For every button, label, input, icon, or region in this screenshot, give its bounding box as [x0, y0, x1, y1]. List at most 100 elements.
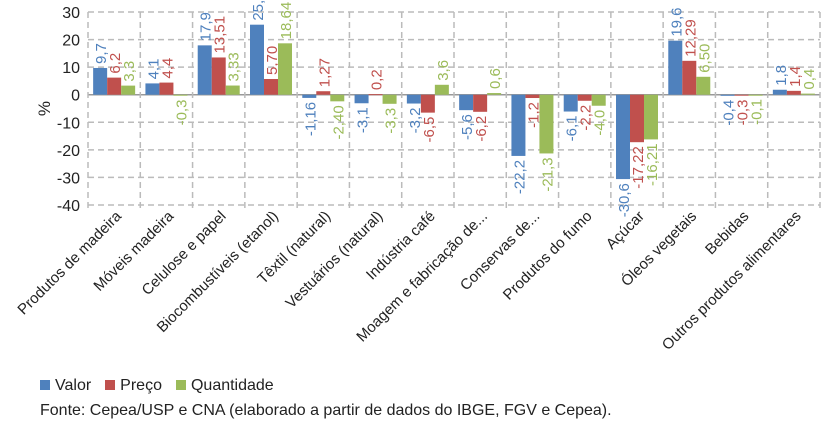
data-label: 25,4 [250, 0, 267, 21]
legend-swatch [175, 380, 186, 390]
bar-preço [211, 57, 226, 95]
bar-quantidade [487, 93, 502, 95]
data-label: 0,6 [487, 68, 504, 89]
data-label: 12,29 [682, 19, 699, 57]
bar-valor [197, 45, 212, 95]
bar-preço [264, 78, 278, 95]
bar-preço [630, 94, 644, 143]
bar-quantidade [382, 94, 397, 104]
data-label: 5,70 [264, 46, 281, 75]
bar-preço [525, 94, 540, 99]
data-label: -16,21 [644, 143, 661, 186]
y-tick-label: -10 [57, 115, 80, 132]
bar-valor [250, 24, 264, 95]
y-tick-label: 20 [62, 33, 80, 50]
x-tick-label: Produtos de madeira [14, 207, 125, 318]
bar-valor [720, 94, 735, 96]
bar-quantidade [173, 94, 188, 96]
bar-quantidade [800, 93, 815, 95]
bar-valor [459, 94, 474, 111]
data-label: 3,6 [435, 60, 452, 81]
data-label: -21,3 [539, 157, 556, 191]
y-tick-label: -40 [57, 198, 80, 215]
bar-preço [577, 94, 592, 101]
bar-preço [473, 94, 488, 112]
y-tick-label: -30 [57, 170, 80, 187]
data-label: -3,1 [355, 107, 372, 133]
bar-quantidade [330, 94, 345, 102]
x-tick-label: Produtos do fumo [500, 208, 596, 304]
data-label: -1,2 [525, 102, 542, 128]
bar-quantidade [225, 85, 240, 95]
data-label: -0,1 [749, 99, 766, 125]
bar-quantidade [591, 94, 606, 106]
bar-quantidade [696, 76, 711, 95]
bar-preço [734, 94, 749, 96]
bar-preço [316, 91, 331, 95]
legend-swatch [105, 380, 116, 390]
bar-preço [420, 94, 435, 113]
legend-item-valor: Valor [40, 377, 91, 395]
data-label: 18,64 [278, 2, 295, 40]
data-label: -6,2 [473, 116, 490, 142]
bar-valor [511, 94, 526, 156]
data-label: 1,8 [773, 65, 790, 86]
bar-valor [772, 89, 787, 95]
source-note: Fonte: Cepea/USP e CNA (elaborado a part… [40, 402, 612, 419]
legend-label: Quantidade [190, 377, 274, 394]
data-label: -0,3 [735, 100, 752, 126]
data-label: 4,1 [145, 59, 162, 80]
bar-valor [406, 94, 421, 104]
data-label: 9,7 [93, 43, 110, 64]
bar-valor [93, 67, 108, 95]
legend-label: Valor [55, 377, 92, 394]
bar-quantidade [539, 94, 554, 154]
bar-preço [159, 82, 174, 95]
data-label: -4,0 [592, 110, 609, 136]
y-tick-label: -20 [57, 143, 80, 160]
data-label: 1,4 [787, 66, 804, 87]
data-label: -2,2 [578, 105, 595, 131]
data-label: -5,6 [459, 114, 476, 140]
y-tick-label: 0 [71, 88, 80, 105]
data-label: -22,2 [511, 160, 528, 194]
bar-valor [302, 94, 317, 98]
bar-valor [668, 40, 683, 95]
x-tick-label: Bebidas [702, 208, 752, 258]
data-label: 6,2 [107, 53, 124, 74]
data-label: -3,2 [407, 108, 424, 134]
bar-quantidade [434, 84, 449, 95]
data-label: -3,3 [383, 108, 400, 134]
data-label: -2,40 [330, 105, 347, 139]
data-label: -6,5 [421, 117, 438, 143]
data-label: 3,33 [226, 52, 243, 81]
bar-preço [368, 94, 383, 96]
bar-quantidade [644, 94, 658, 140]
bar-valor [616, 94, 630, 180]
data-label: 0,2 [369, 69, 386, 90]
bar-valor [145, 83, 160, 95]
y-tick-label: 10 [62, 60, 80, 77]
bar-quantidade [121, 85, 136, 95]
x-tick-label: Vestuários (natural) [282, 208, 386, 312]
legend: Valor Preço Quantidade [40, 377, 274, 395]
bar-valor [354, 94, 369, 104]
data-label: 4,4 [159, 58, 176, 79]
data-label: 6,50 [696, 44, 713, 73]
data-label: -30,6 [616, 183, 633, 217]
y-tick-label: 30 [62, 5, 80, 22]
data-label: 3,3 [121, 61, 138, 82]
bar-preço [682, 60, 697, 95]
bar-quantidade [278, 43, 292, 95]
data-label: -17,22 [630, 146, 647, 189]
data-label: 17,9 [198, 12, 215, 41]
data-label: 19,6 [668, 7, 685, 36]
legend-item-quantidade: Quantidade [175, 377, 274, 395]
bar-preço [786, 90, 801, 95]
legend-label: Preço [120, 377, 162, 394]
data-label: 13,51 [212, 16, 229, 54]
bar-preço [107, 77, 122, 95]
legend-swatch [40, 380, 50, 390]
data-label: 1,27 [316, 58, 333, 87]
